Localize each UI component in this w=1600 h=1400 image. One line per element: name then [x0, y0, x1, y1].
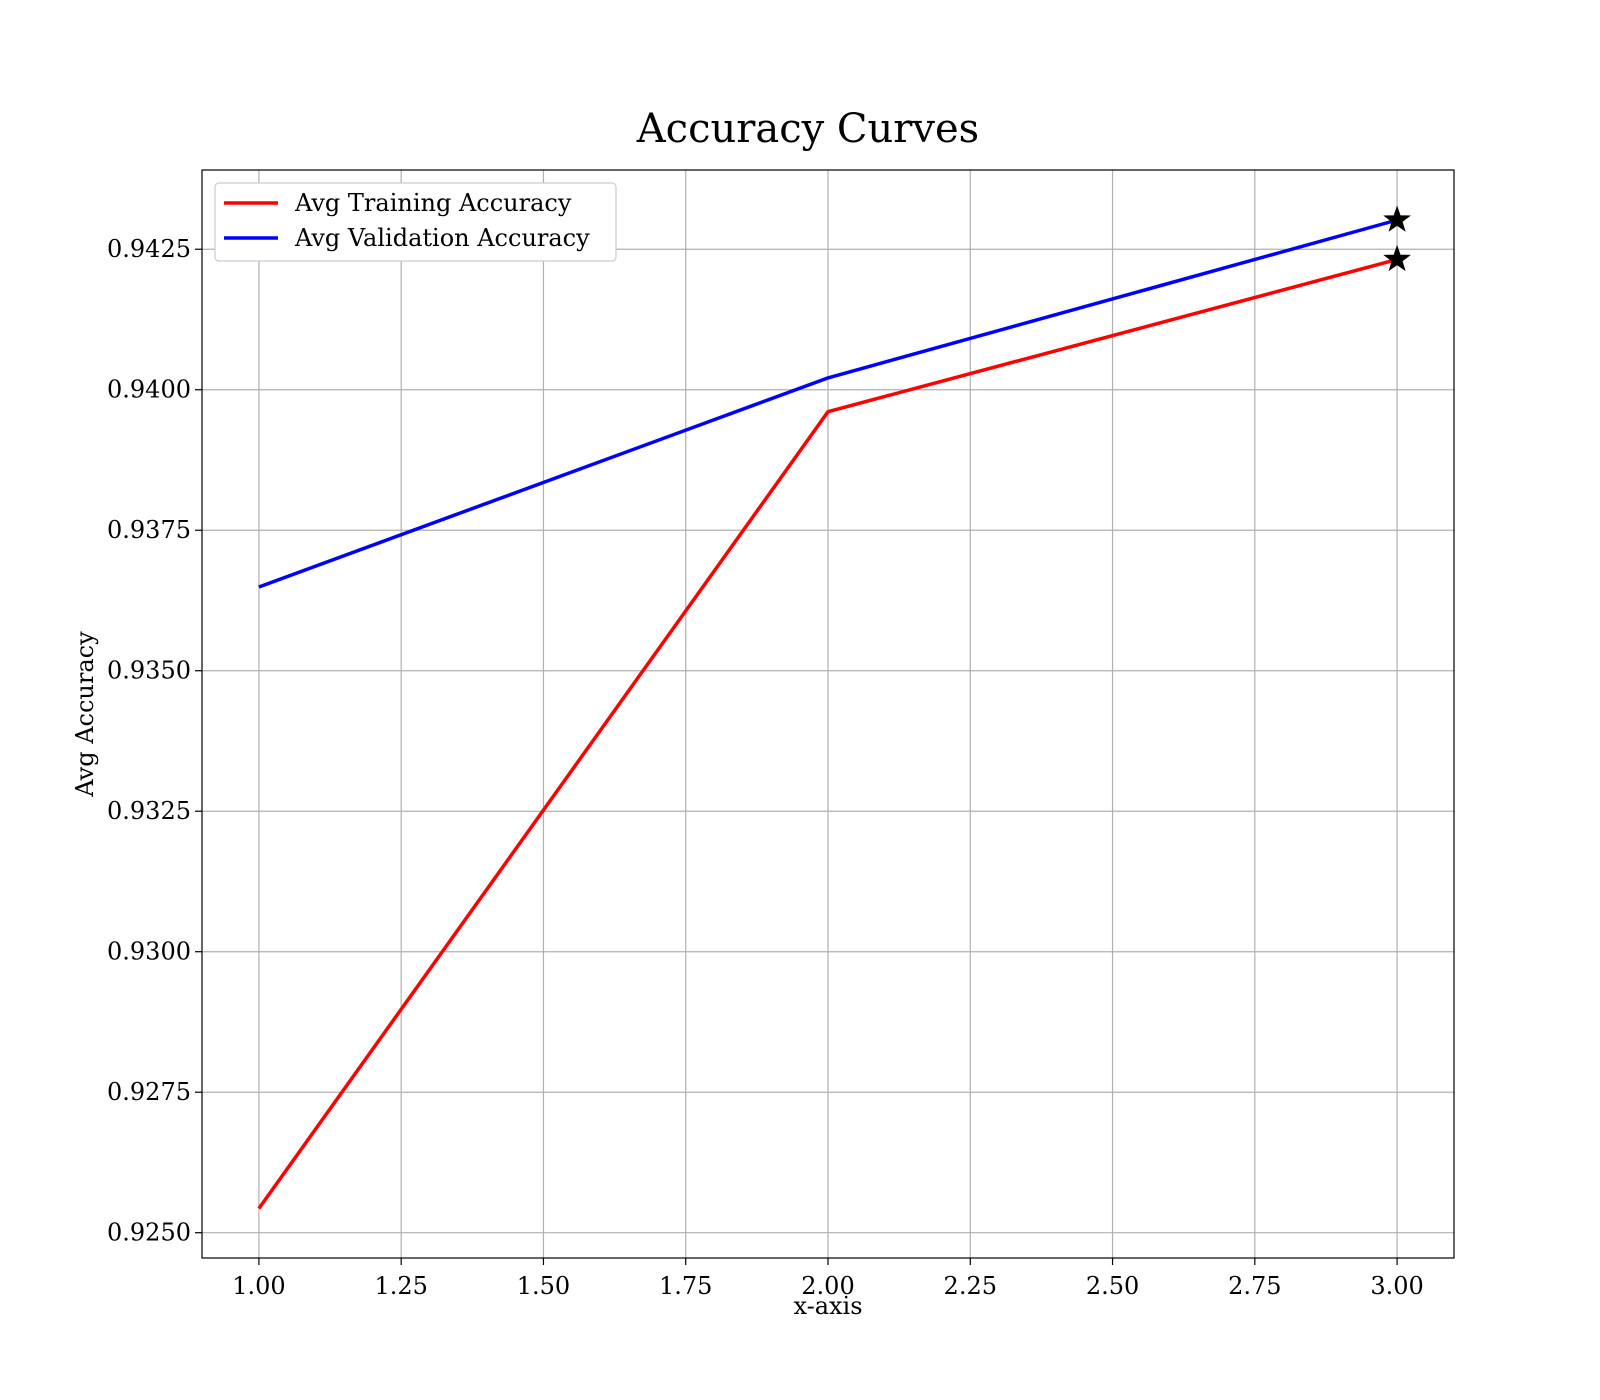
series-markers [1383, 205, 1411, 272]
axis-ticks: 1.00 1.25 1.50 1.75 2.00 2.25 2.50 2.75 3.00 0.92… [107, 235, 1424, 1300]
y-tick-label: 0.9300 [107, 938, 191, 966]
legend: Avg Training Accuracy Avg Validation Acc… [214, 182, 617, 262]
y-tick-label: 0.9275 [107, 1078, 191, 1106]
series-line-training [257, 257, 1398, 1210]
best-point-star-validation [1383, 205, 1411, 232]
x-tick-label: 2.75 [1228, 1272, 1281, 1300]
x-tick-label: 1.25 [374, 1272, 427, 1300]
y-tick-label: 0.9425 [107, 235, 191, 263]
x-tick-label: 1.75 [659, 1272, 712, 1300]
x-tick-label: 3.00 [1370, 1272, 1423, 1300]
series-lines [257, 218, 1398, 1210]
y-axis-label: Avg Accuracy [71, 631, 99, 798]
y-tick-label: 0.9250 [107, 1219, 191, 1247]
y-tick-label: 0.9350 [107, 657, 191, 685]
chart-title: Accuracy Curves [636, 106, 979, 152]
legend-label-validation: Avg Validation Accuracy [294, 224, 590, 252]
grid [202, 170, 1454, 1258]
x-tick-label: 1.00 [232, 1272, 285, 1300]
x-tick-label: 2.25 [944, 1272, 997, 1300]
y-tick-label: 0.9325 [107, 797, 191, 825]
legend-label-training: Avg Training Accuracy [294, 189, 572, 217]
series-line-validation [258, 218, 1398, 589]
y-tick-label: 0.9400 [107, 376, 191, 404]
x-tick-label: 1.50 [517, 1272, 570, 1300]
x-tick-label: 2.50 [1086, 1272, 1139, 1300]
y-tick-label: 0.9375 [107, 516, 191, 544]
legend-box [214, 182, 617, 262]
best-point-star-training [1383, 244, 1411, 272]
x-tick-label: 2.00 [801, 1272, 854, 1300]
x-axis-label: x-axis [793, 1292, 862, 1320]
